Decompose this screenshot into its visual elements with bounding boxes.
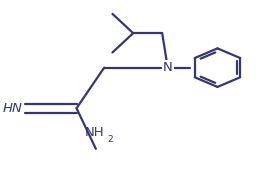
Text: HN: HN: [3, 102, 23, 115]
Text: N: N: [163, 61, 173, 74]
Text: 2: 2: [107, 135, 112, 144]
Text: NH: NH: [85, 126, 104, 139]
